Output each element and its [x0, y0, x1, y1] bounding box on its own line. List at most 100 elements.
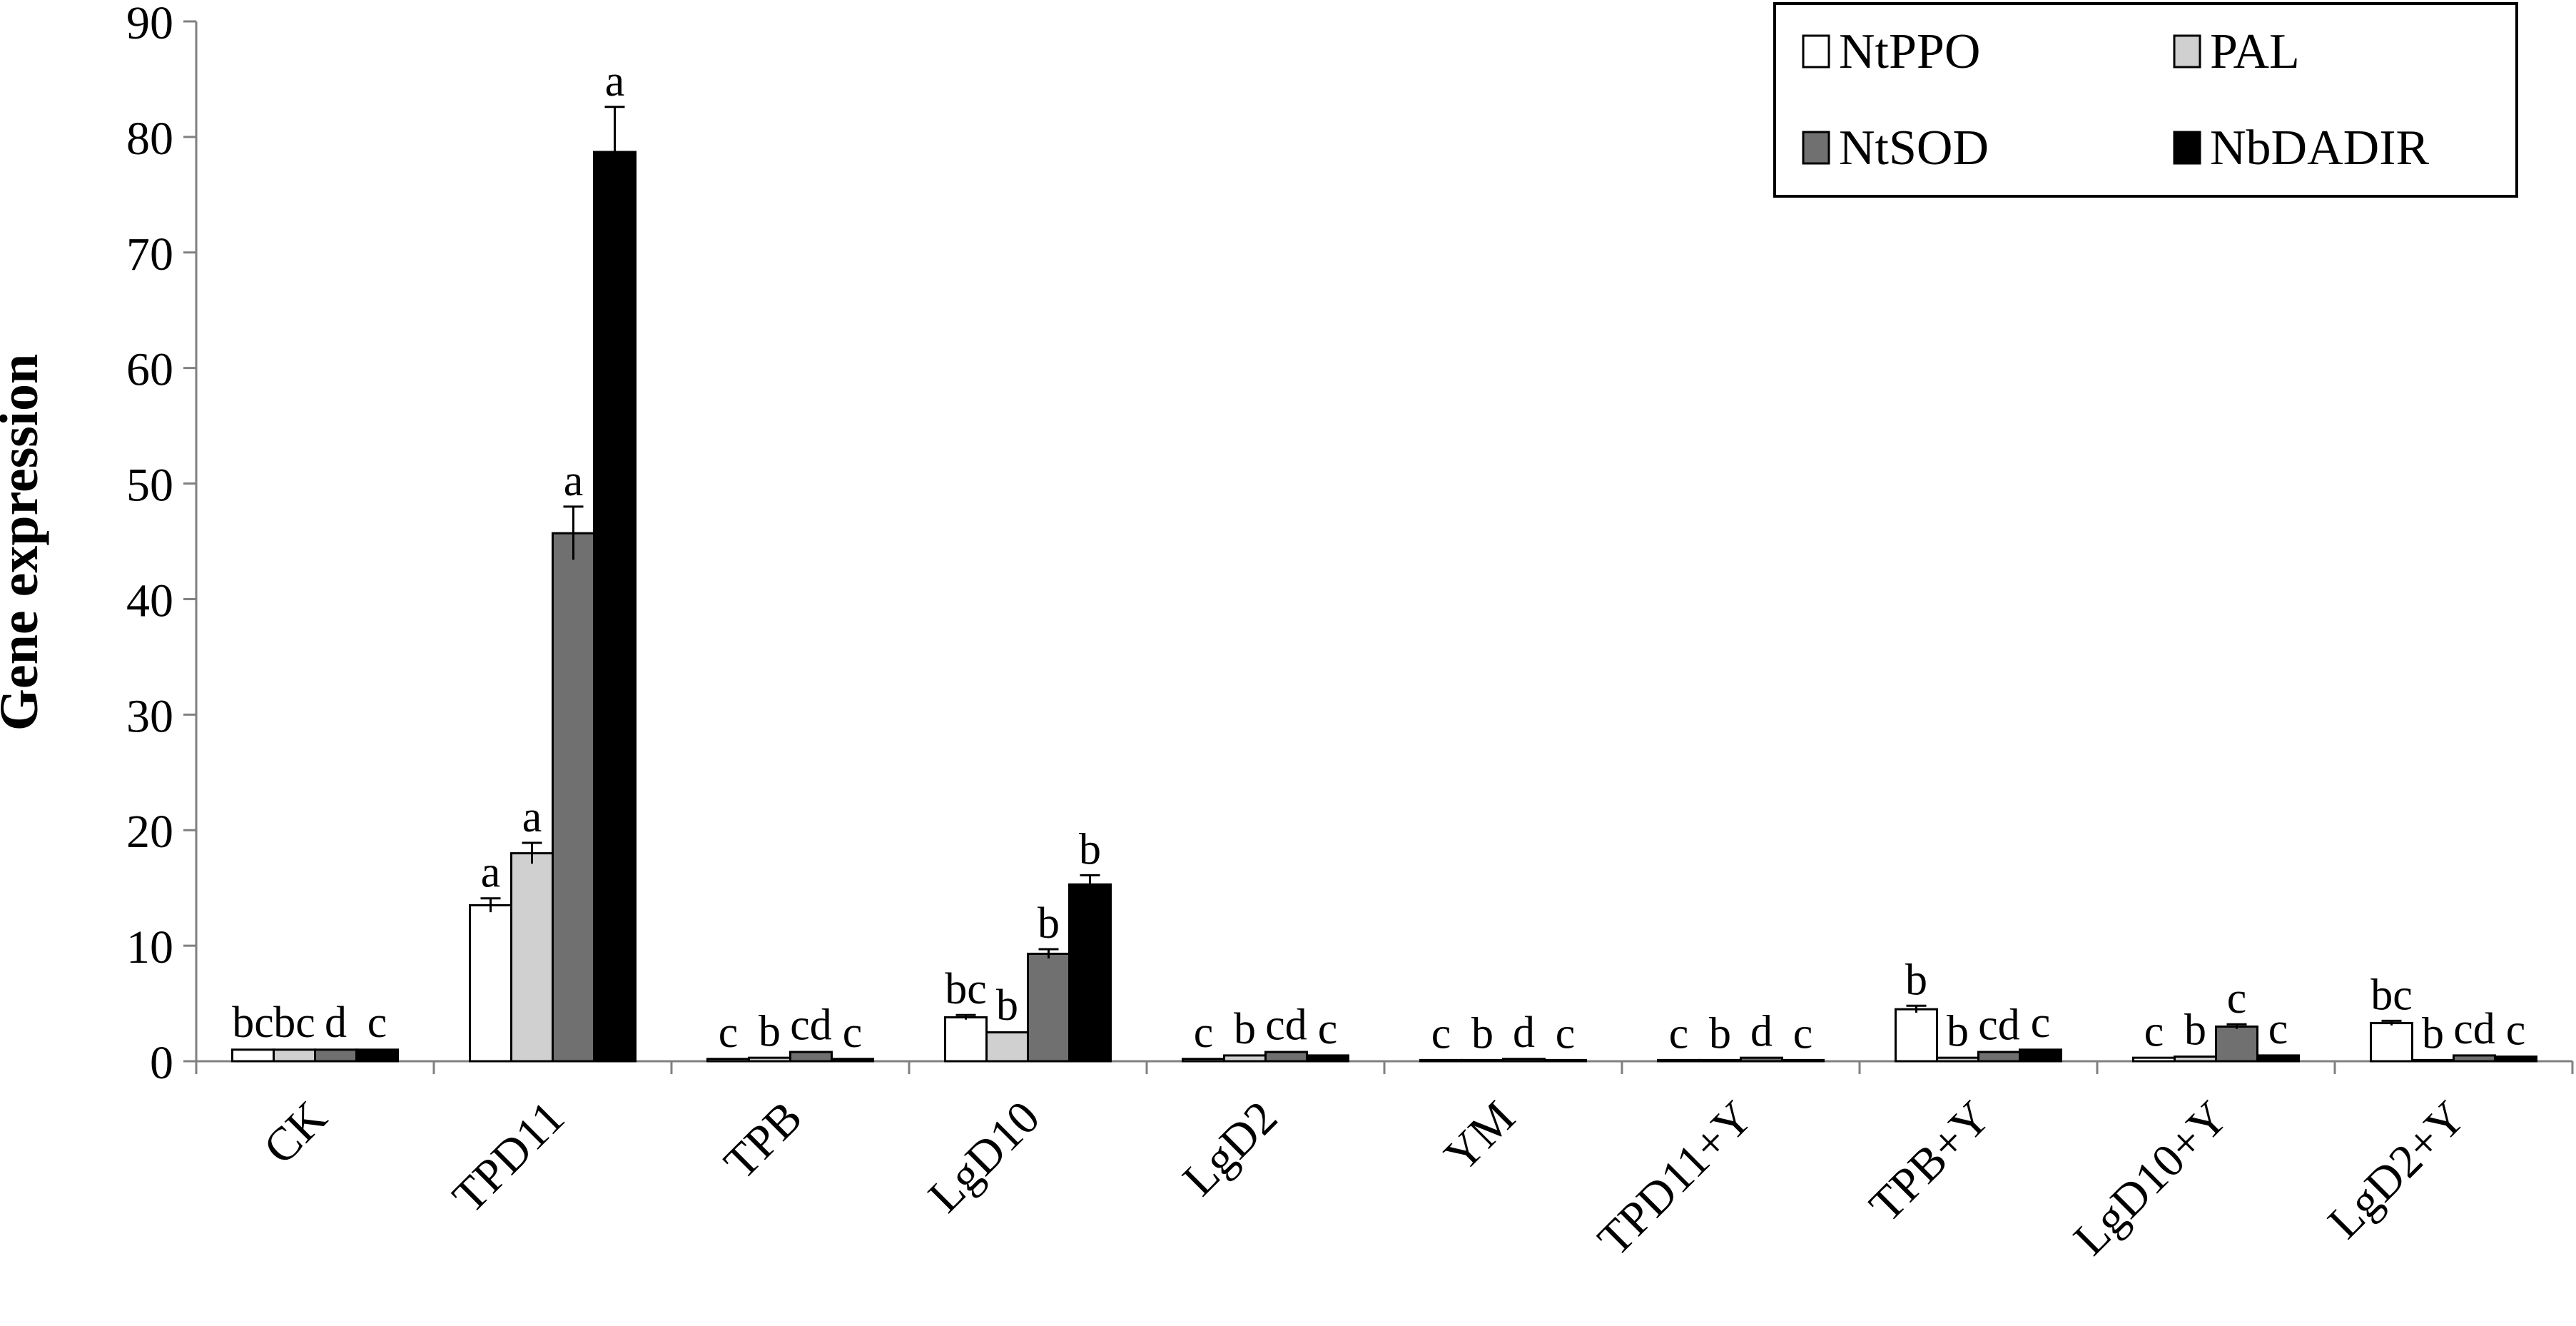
significance-letter: cd	[2453, 1005, 2495, 1053]
bar-ntppo	[706, 1058, 750, 1063]
significance-letter: c	[1318, 1005, 1338, 1053]
significance-letter: bc	[232, 998, 274, 1047]
x-tick-label: TPB+Y	[1860, 1091, 2000, 1232]
significance-letter: d	[1513, 1008, 1535, 1057]
bar-ntppo	[2370, 1022, 2413, 1063]
bar-pal	[2411, 1058, 2455, 1063]
significance-letter: c	[2227, 974, 2247, 1023]
significance-letter: c	[367, 998, 387, 1047]
significance-letter: c	[1793, 1010, 1813, 1058]
x-tick-label: LgD10+Y	[2064, 1091, 2238, 1265]
significance-letter: cd	[1265, 1001, 1307, 1049]
legend-swatch-ntppo	[1802, 34, 1830, 69]
bar-nbdadir	[1068, 883, 1112, 1063]
significance-letter: bc	[273, 998, 315, 1047]
significance-letter: a	[481, 849, 501, 897]
significance-letter: b	[1234, 1005, 1256, 1053]
bar-ntsod	[552, 532, 595, 1063]
bars	[231, 106, 2537, 1063]
significance-letter: d	[325, 998, 347, 1047]
y-tick-label: 40	[126, 575, 173, 627]
significance-letter: b	[759, 1007, 781, 1056]
bar-pal	[1698, 1058, 1742, 1063]
bar-ntppo	[1419, 1058, 1463, 1063]
bar-pal	[2174, 1056, 2217, 1063]
significance-letter: c	[843, 1008, 863, 1057]
bar-pal	[1461, 1058, 1504, 1063]
significance-letter: c	[719, 1008, 739, 1057]
bar-ntppo	[1182, 1058, 1225, 1063]
bar-nbdadir	[2256, 1054, 2300, 1063]
significance-letter: cd	[1978, 1001, 2020, 1049]
x-tick-label: LgD10	[918, 1091, 1050, 1223]
significance-letter: b	[2184, 1006, 2206, 1055]
y-tick-label: 60	[126, 344, 173, 396]
bar-nbdadir	[355, 1048, 399, 1063]
legend-box	[1773, 2, 2518, 198]
bar-pal	[1936, 1056, 1979, 1063]
legend-swatch-nbdadir	[2173, 131, 2201, 165]
significance-letter: a	[605, 57, 625, 106]
bar-nbdadir	[2019, 1048, 2062, 1063]
significance-letter: d	[1750, 1007, 1773, 1056]
significance-letter: b	[1709, 1010, 1731, 1058]
significance-letter: c	[2031, 998, 2051, 1047]
y-tick-label: 0	[150, 1037, 173, 1089]
bar-ntsod	[1027, 952, 1070, 1063]
bar-pal	[985, 1031, 1029, 1063]
y-tick-label: 10	[126, 921, 173, 973]
significance-letter: c	[1556, 1010, 1576, 1058]
y-tick-label: 20	[126, 806, 173, 858]
significance-letter: c	[1194, 1008, 1214, 1057]
bar-nbdadir	[1781, 1058, 1825, 1063]
bar-ntppo	[944, 1016, 988, 1063]
bar-ntppo	[1657, 1058, 1700, 1063]
bar-ntsod	[2453, 1054, 2496, 1063]
significance-letter: cd	[790, 1001, 832, 1049]
significance-letter: b	[996, 981, 1018, 1030]
legend-label-ntppo: NtPPO	[1839, 24, 1980, 79]
x-tick-label: LgD2	[1173, 1091, 1288, 1206]
bar-ntsod	[789, 1051, 833, 1063]
bar-pal	[273, 1048, 316, 1063]
bar-pal	[510, 852, 554, 1063]
bar-nbdadir	[2494, 1056, 2537, 1063]
bar-nbdadir	[1306, 1054, 1349, 1063]
bar-ntsod	[314, 1048, 358, 1063]
bar-nbdadir	[831, 1058, 874, 1063]
significance-letter: c	[2506, 1006, 2526, 1055]
bar-nbdadir	[1543, 1058, 1587, 1063]
significance-letter: b	[1471, 1010, 1494, 1058]
significance-letter: b	[1905, 956, 1927, 1004]
x-axis: CK TPD11 TPB LgD10 LgD2 YM TPD11+Y TPB+Y LgD10+Y…	[195, 1060, 2574, 1266]
x-tick-label: YM	[1434, 1091, 1525, 1182]
significance-letter: bc	[2370, 971, 2413, 1019]
legend: NtPPO PAL NtSOD NbDADIR	[1773, 2, 2518, 198]
bar-ntppo	[1895, 1008, 1938, 1063]
x-tick-label: TPD11+Y	[1588, 1091, 1763, 1266]
legend-label-pal: PAL	[2210, 24, 2300, 79]
bar-ntsod	[1264, 1051, 1308, 1063]
legend-label-nbdadir: NbDADIR	[2210, 121, 2430, 176]
y-tick-label: 30	[126, 690, 173, 742]
significance-letter: bc	[945, 965, 987, 1013]
bar-ntsod	[1740, 1056, 1783, 1063]
y-tick-label: 50	[126, 460, 173, 512]
significance-letter: b	[1947, 1007, 1969, 1056]
significance-letter: b	[1079, 825, 1101, 874]
bar-pal	[1223, 1054, 1267, 1063]
bar-nbdadir	[593, 151, 637, 1063]
significance-letter: c	[1669, 1010, 1689, 1058]
bar-ntppo	[2132, 1056, 2176, 1063]
y-tick-label: 90	[126, 0, 173, 49]
significance-letter: c	[1431, 1010, 1451, 1058]
bar-ntsod	[1977, 1051, 2021, 1063]
y-axis: 0 10 20 30 40 50 60 70 80 90	[126, 0, 198, 1089]
x-tick-label: LgD2+Y	[2318, 1091, 2476, 1249]
significance-letter: b	[2422, 1010, 2444, 1058]
bar-ntppo	[231, 1048, 275, 1063]
x-tick-label: TPB	[714, 1091, 812, 1189]
x-tick-label: TPD11	[442, 1091, 574, 1223]
